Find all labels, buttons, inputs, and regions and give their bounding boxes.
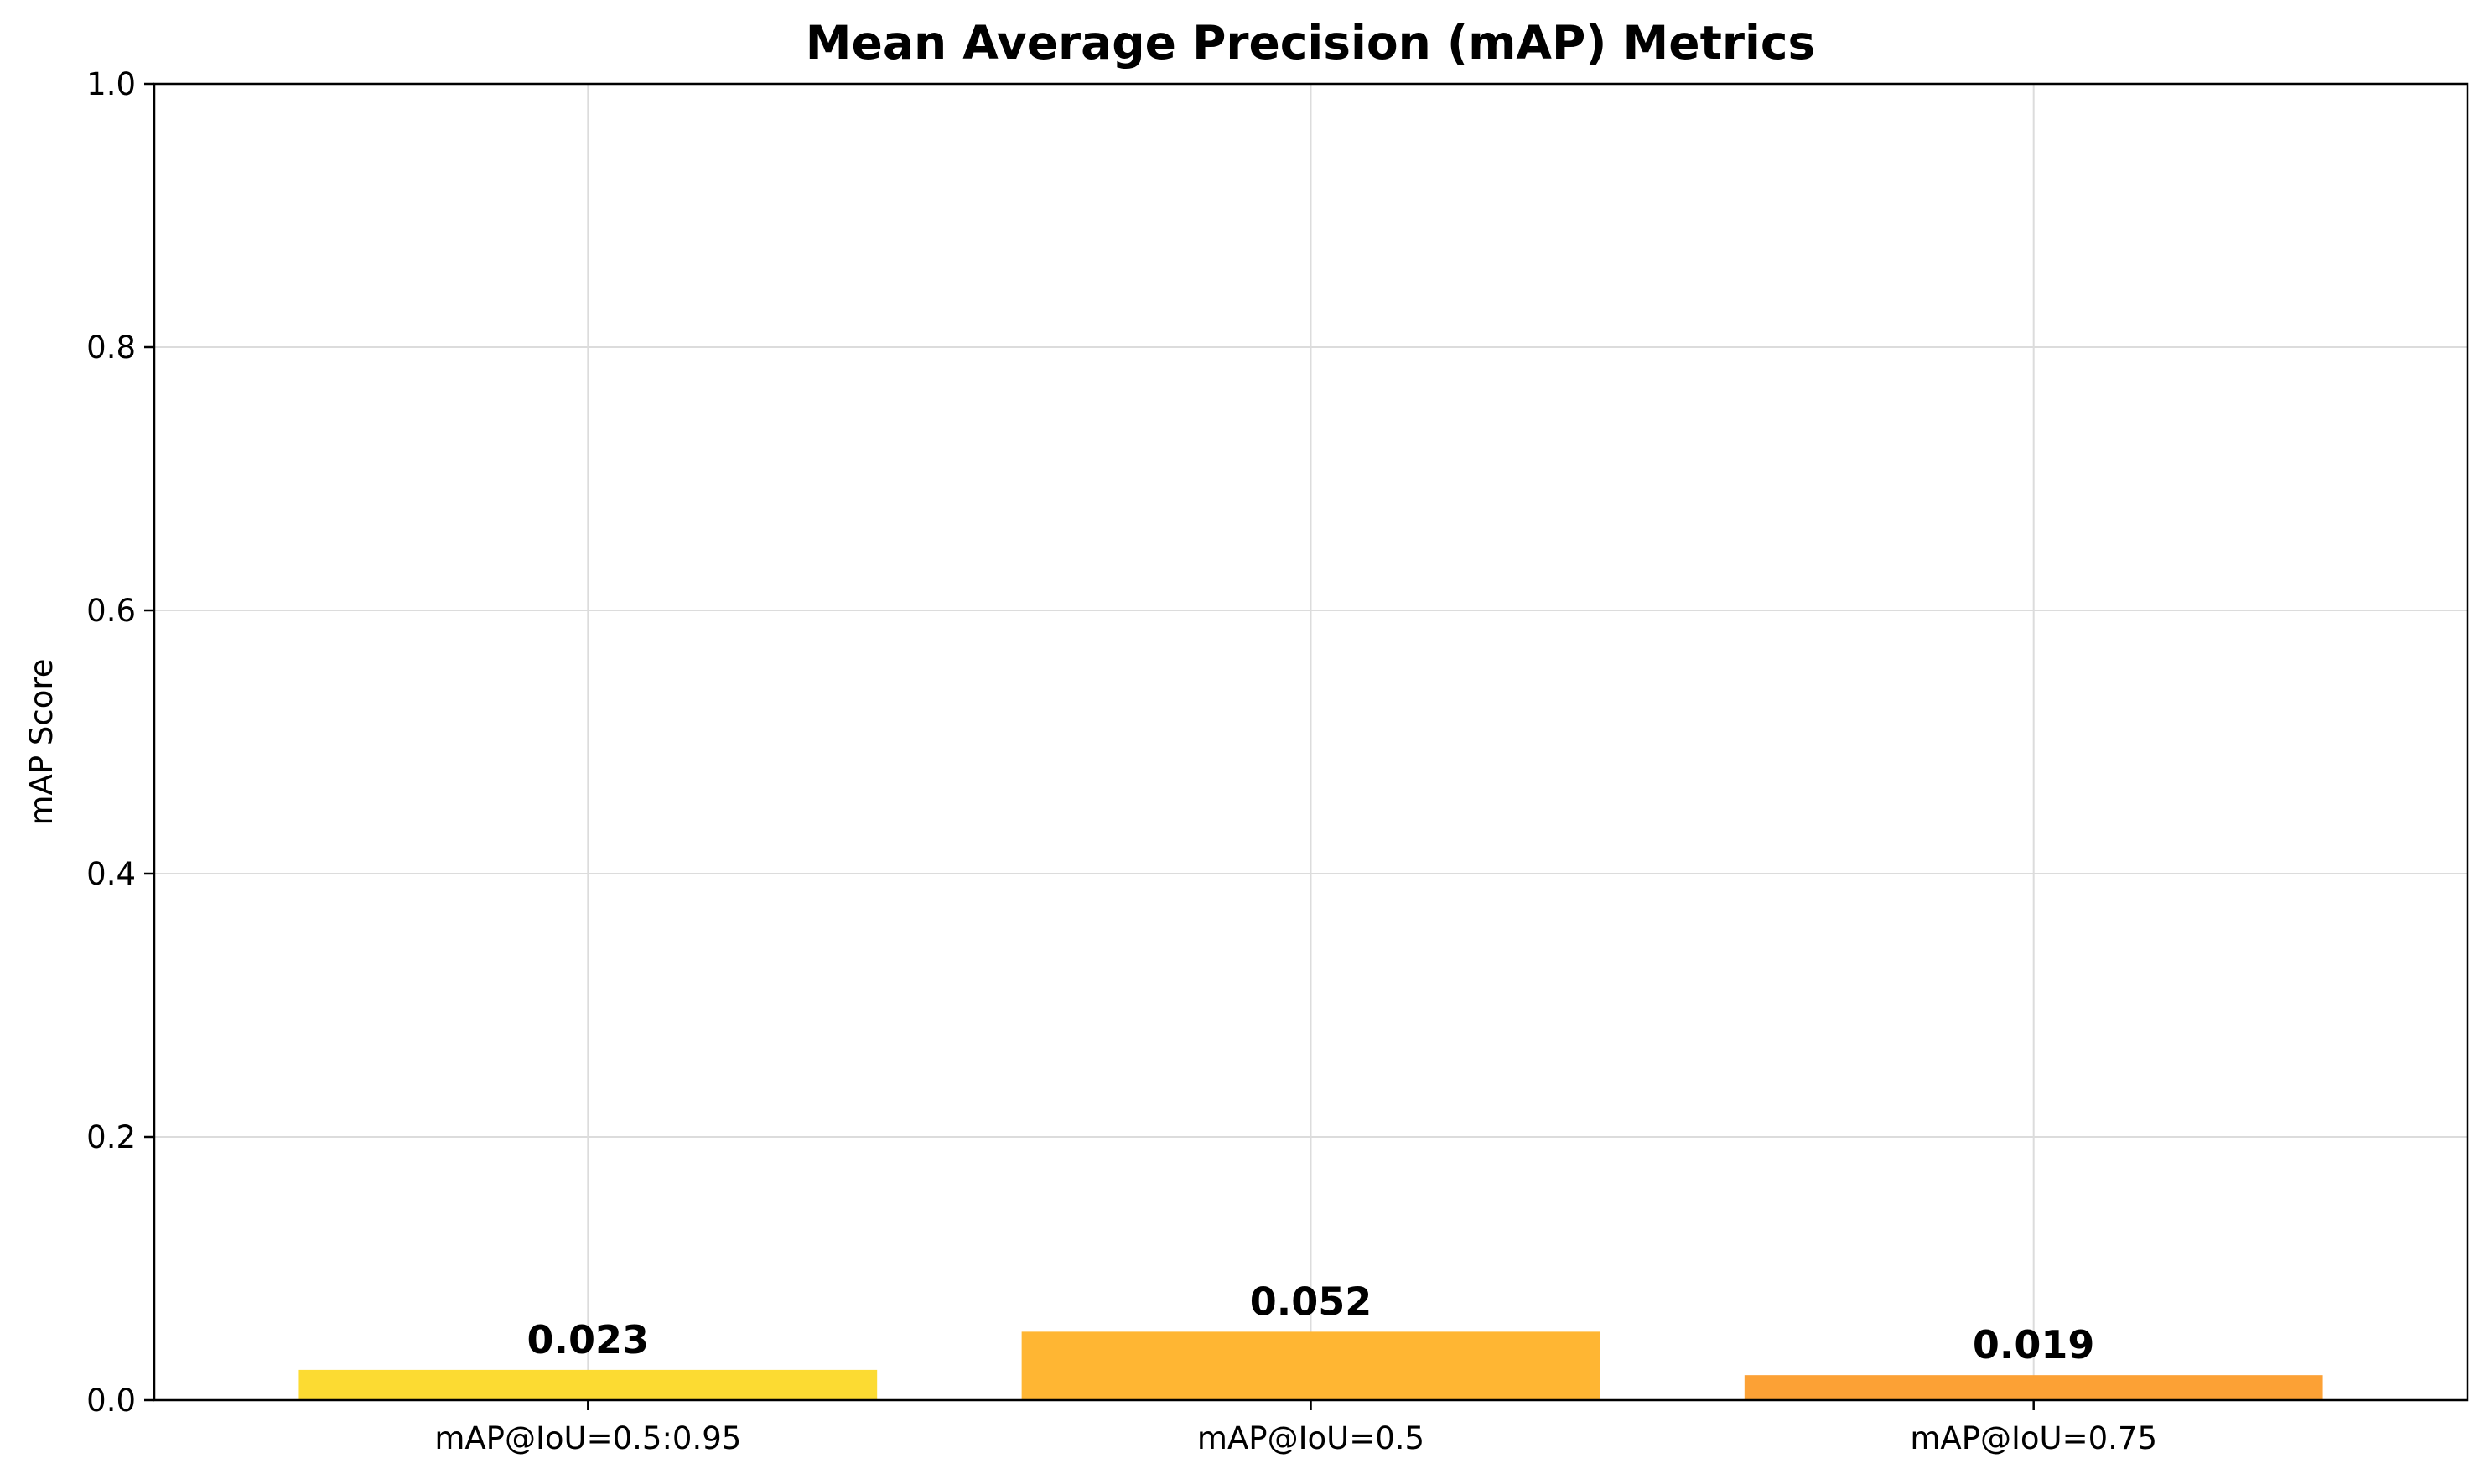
y-tick-label: 0.6 <box>86 593 136 629</box>
y-tick-label: 1.0 <box>86 66 136 102</box>
y-tick-label: 0.2 <box>86 1119 136 1155</box>
value-labels: 0.023 0.052 0.019 <box>527 1279 2095 1367</box>
y-tick-label: 0.8 <box>86 329 136 366</box>
bar <box>1021 1331 1600 1400</box>
x-tick-label: mAP@IoU=0.5 <box>1197 1420 1424 1456</box>
x-tick-label: mAP@IoU=0.5:0.95 <box>434 1420 741 1456</box>
y-tick-label: 0.4 <box>86 856 136 892</box>
bar-value-label: 0.023 <box>527 1317 650 1362</box>
axis-ticks: 0.0 0.2 0.4 0.6 0.8 1.0 mAP@IoU=0.5:0.95 mAP@Io… <box>86 66 2157 1456</box>
bar <box>1744 1375 2323 1400</box>
grid <box>154 83 2467 1401</box>
bar-value-label: 0.052 <box>1250 1279 1372 1324</box>
chart-title: Mean Average Precision (mAP) Metrics <box>806 16 1815 70</box>
bar <box>298 1369 878 1400</box>
y-tick-label: 0.0 <box>86 1383 136 1419</box>
x-tick-label: mAP@IoU=0.75 <box>1910 1420 2157 1456</box>
bar-value-label: 0.019 <box>1973 1322 2095 1367</box>
y-axis-label: mAP Score <box>23 658 60 825</box>
bars <box>298 1331 2323 1400</box>
